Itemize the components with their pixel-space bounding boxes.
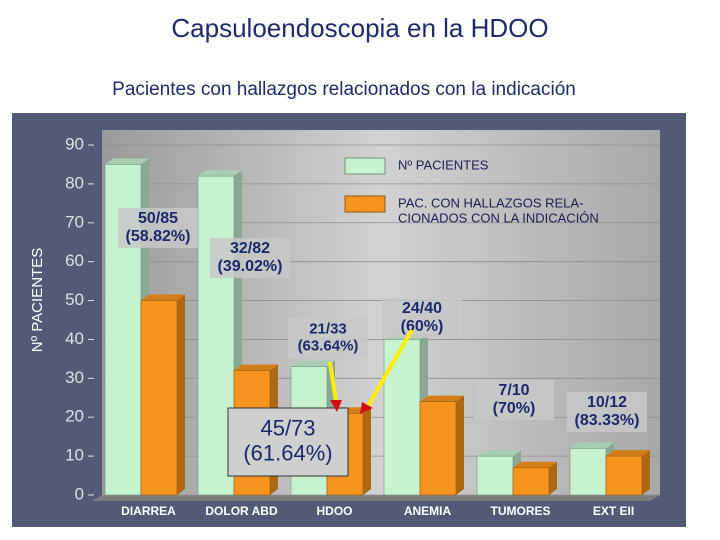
annotation-bg — [382, 298, 462, 338]
arrow — [328, 361, 338, 403]
y-tick-label: 40 — [65, 329, 84, 348]
bar — [419, 395, 464, 496]
bar — [140, 294, 185, 496]
plot-floor — [92, 495, 660, 501]
annotation: 21/33 (63.64%) — [298, 320, 359, 354]
y-tick-label: 60 — [65, 251, 84, 270]
y-tick-label: 20 — [65, 407, 84, 426]
x-tick-label: EXT EII — [593, 504, 634, 518]
bar-front — [140, 300, 178, 496]
bar — [512, 461, 557, 496]
annotation-bg — [567, 392, 647, 432]
bar-top — [141, 294, 185, 301]
arrow — [366, 328, 414, 408]
legend-swatch — [344, 195, 386, 213]
bar — [605, 450, 650, 496]
y-tick-label: 70 — [65, 212, 84, 231]
bar-front — [476, 455, 514, 496]
bar-top — [570, 442, 614, 449]
bar — [569, 442, 614, 496]
y-tick-label: 80 — [65, 173, 84, 192]
annotation-bg — [288, 318, 368, 358]
bar-side — [456, 395, 464, 495]
bar-top — [420, 395, 464, 402]
bar-side — [549, 461, 557, 495]
bar-side — [642, 450, 650, 495]
marks: 0 10 20 30 40 50 60 70 80 90 DIARREA DOLOR ABD HDOO A… — [65, 134, 660, 518]
legend-label: PAC. CON HALLAZGOS RELA-CIONADOS CON LA … — [398, 196, 599, 226]
x-tick-label: DOLOR ABD — [205, 504, 278, 518]
annotation: 50/85 (58.82%) — [126, 210, 191, 245]
bar-top — [291, 360, 335, 367]
y-tick-label: 0 — [75, 484, 84, 503]
bar-top — [477, 450, 521, 457]
bar-front — [383, 339, 421, 496]
annotation-bg — [118, 208, 198, 248]
bar-side — [177, 294, 185, 495]
bar-front — [569, 448, 607, 496]
bar-top — [606, 450, 650, 457]
bar-top — [198, 170, 242, 177]
annotation: 45/73 (61.64%) — [243, 415, 332, 465]
annotation-box — [227, 407, 349, 477]
bar-top — [513, 461, 557, 468]
arrowhead — [330, 400, 342, 412]
annotation: 10/12 (83.33%) — [575, 394, 640, 429]
bar-side — [363, 407, 371, 495]
bar-top — [234, 364, 278, 371]
annotation: 7/10 (70%) — [493, 382, 536, 417]
bar-front — [605, 455, 643, 496]
y-tick-label: 10 — [65, 446, 84, 465]
bar-top — [105, 158, 149, 165]
bar-front — [419, 401, 457, 496]
x-tick-label: ANEMIA — [404, 504, 452, 518]
annotation-bg — [210, 238, 290, 278]
legend-label: Nº PACIENTES — [398, 157, 489, 172]
x-tick-label: DIARREA — [121, 504, 176, 518]
y-tick-label: 90 — [65, 134, 84, 153]
bar-front — [512, 467, 550, 496]
x-tick-label: HDOO — [317, 504, 353, 518]
y-tick-label: 30 — [65, 368, 84, 387]
plot-wall — [102, 130, 660, 495]
annotation-bg — [474, 380, 554, 420]
y-tick-label: 50 — [65, 290, 84, 309]
chart-title: Capsuloendoscopia en la HDOO — [171, 13, 548, 43]
y-axis-label: Nº PACIENTES — [29, 248, 46, 352]
annotation: 32/82 (39.02%) — [218, 240, 283, 275]
x-tick-label: TUMORES — [491, 504, 551, 518]
annotation: 24/40 (60%) — [401, 300, 444, 335]
chart-subtitle: Pacientes con hallazgos relacionados con… — [112, 79, 576, 100]
legend-swatch — [344, 157, 386, 175]
arrowhead — [360, 402, 373, 414]
